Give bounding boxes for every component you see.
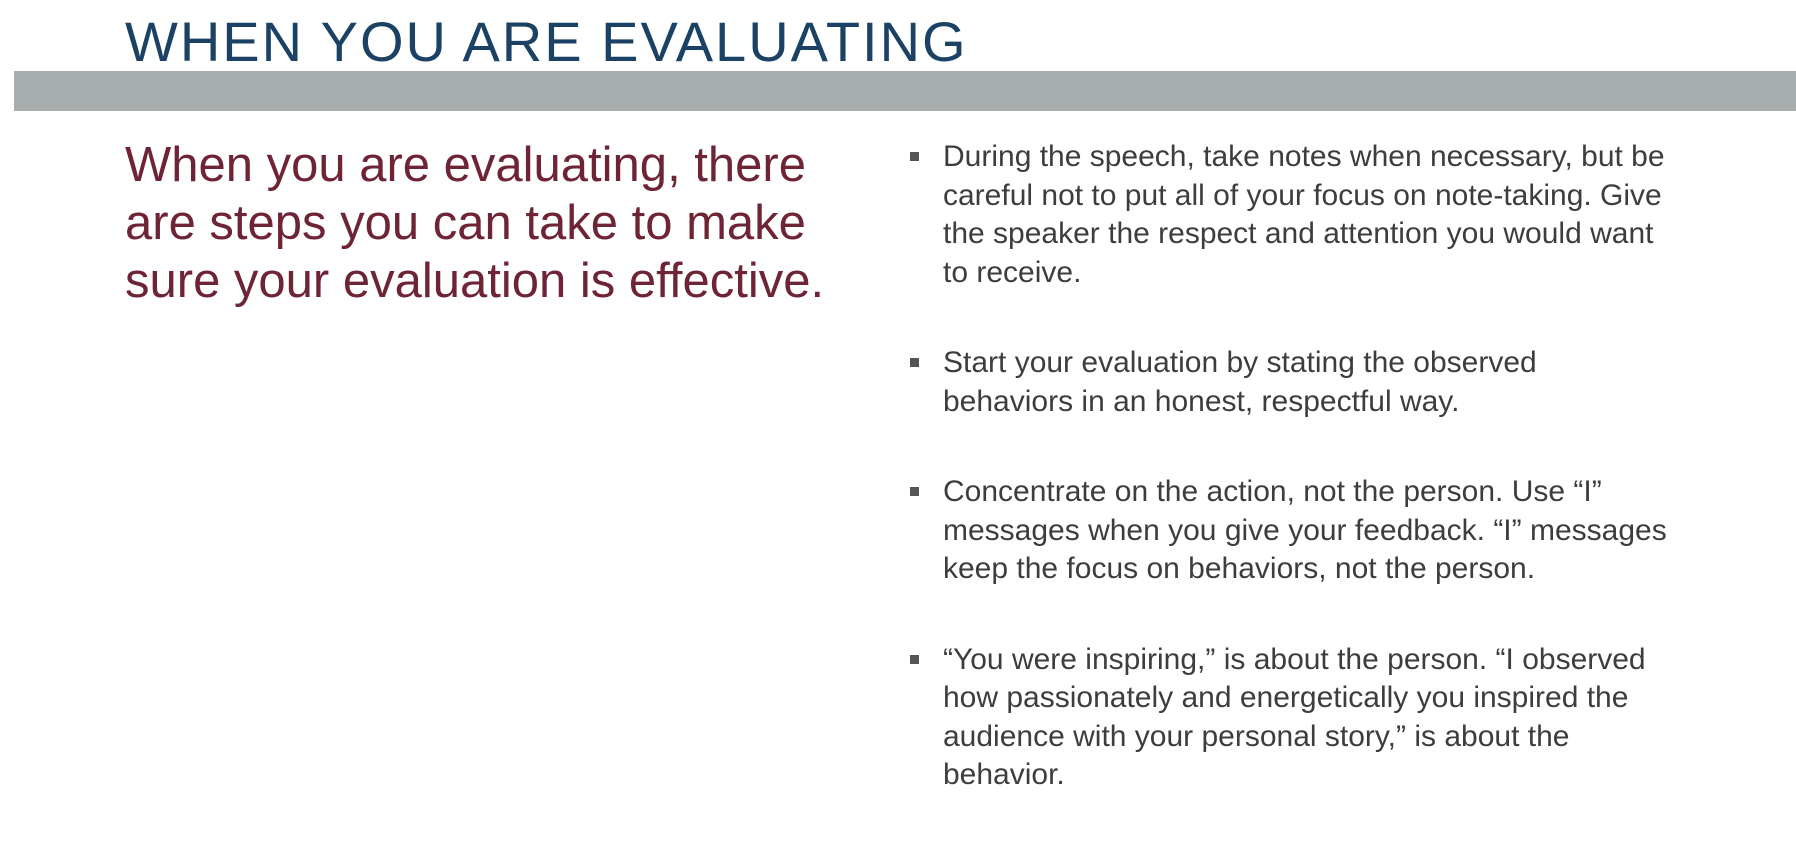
title-divider-bar xyxy=(14,71,1796,111)
square-bullet-icon xyxy=(910,654,919,664)
square-bullet-icon xyxy=(910,487,919,496)
slide-title: WHEN YOU ARE EVALUATING xyxy=(125,10,968,73)
bullet-text: “You were inspiring,” is about the perso… xyxy=(943,642,1646,792)
bullet-item: Concentrate on the action, not the perso… xyxy=(910,473,1670,589)
bullet-item: “You were inspiring,” is about the perso… xyxy=(910,641,1670,795)
intro-text: When you are evaluating, there are steps… xyxy=(125,138,825,308)
bullet-list: During the speech, take notes when neces… xyxy=(910,138,1670,795)
bullet-text: Concentrate on the action, not the perso… xyxy=(943,475,1667,585)
square-bullet-icon xyxy=(910,358,919,367)
bullet-text: During the speech, take notes when neces… xyxy=(943,140,1665,289)
bullet-text: Start your evaluation by stating the obs… xyxy=(943,346,1537,418)
bullet-item: During the speech, take notes when neces… xyxy=(910,138,1670,292)
bullet-item: Start your evaluation by stating the obs… xyxy=(910,344,1670,421)
square-bullet-icon xyxy=(910,152,919,161)
